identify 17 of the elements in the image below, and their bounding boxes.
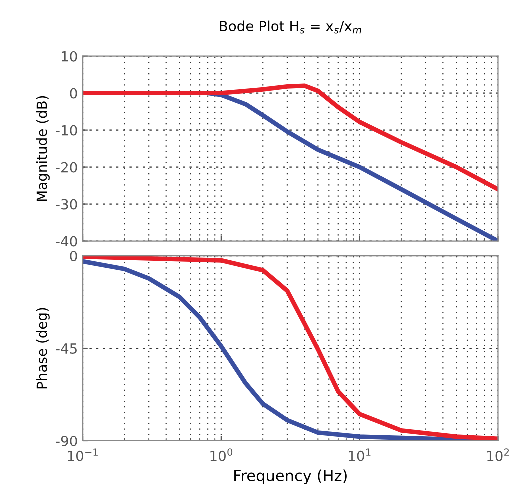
y-tick-label: -45 [56, 344, 77, 354]
x-tick-label: 10$^{0}$ [210, 448, 233, 462]
y-tick-label: 10 [62, 51, 78, 62]
y-tick-label: -30 [56, 199, 78, 210]
y-axis-title: Phase (deg) [36, 308, 50, 389]
y-tick-label: -40 [56, 236, 78, 247]
y-tick-label: 0 [70, 88, 78, 99]
x-tick-label: 10$^{2}$ [488, 448, 510, 462]
x-tick-label: 10$^{−1}$ [68, 448, 98, 462]
x-tick-label: 10$^{1}$ [349, 448, 371, 462]
y-tick-label: 0 [70, 251, 78, 262]
y-tick-label: -90 [56, 436, 78, 446]
y-tick-label: -20 [56, 162, 78, 173]
chart-title: Bode Plot H$_{s}$ = x$_{s}$/x$_{m}$ [220, 20, 362, 34]
y-tick-label: -10 [56, 125, 78, 136]
x-axis-title: Frequency (Hz) [234, 470, 347, 485]
y-axis-title: Magnitude (dB) [36, 96, 50, 202]
